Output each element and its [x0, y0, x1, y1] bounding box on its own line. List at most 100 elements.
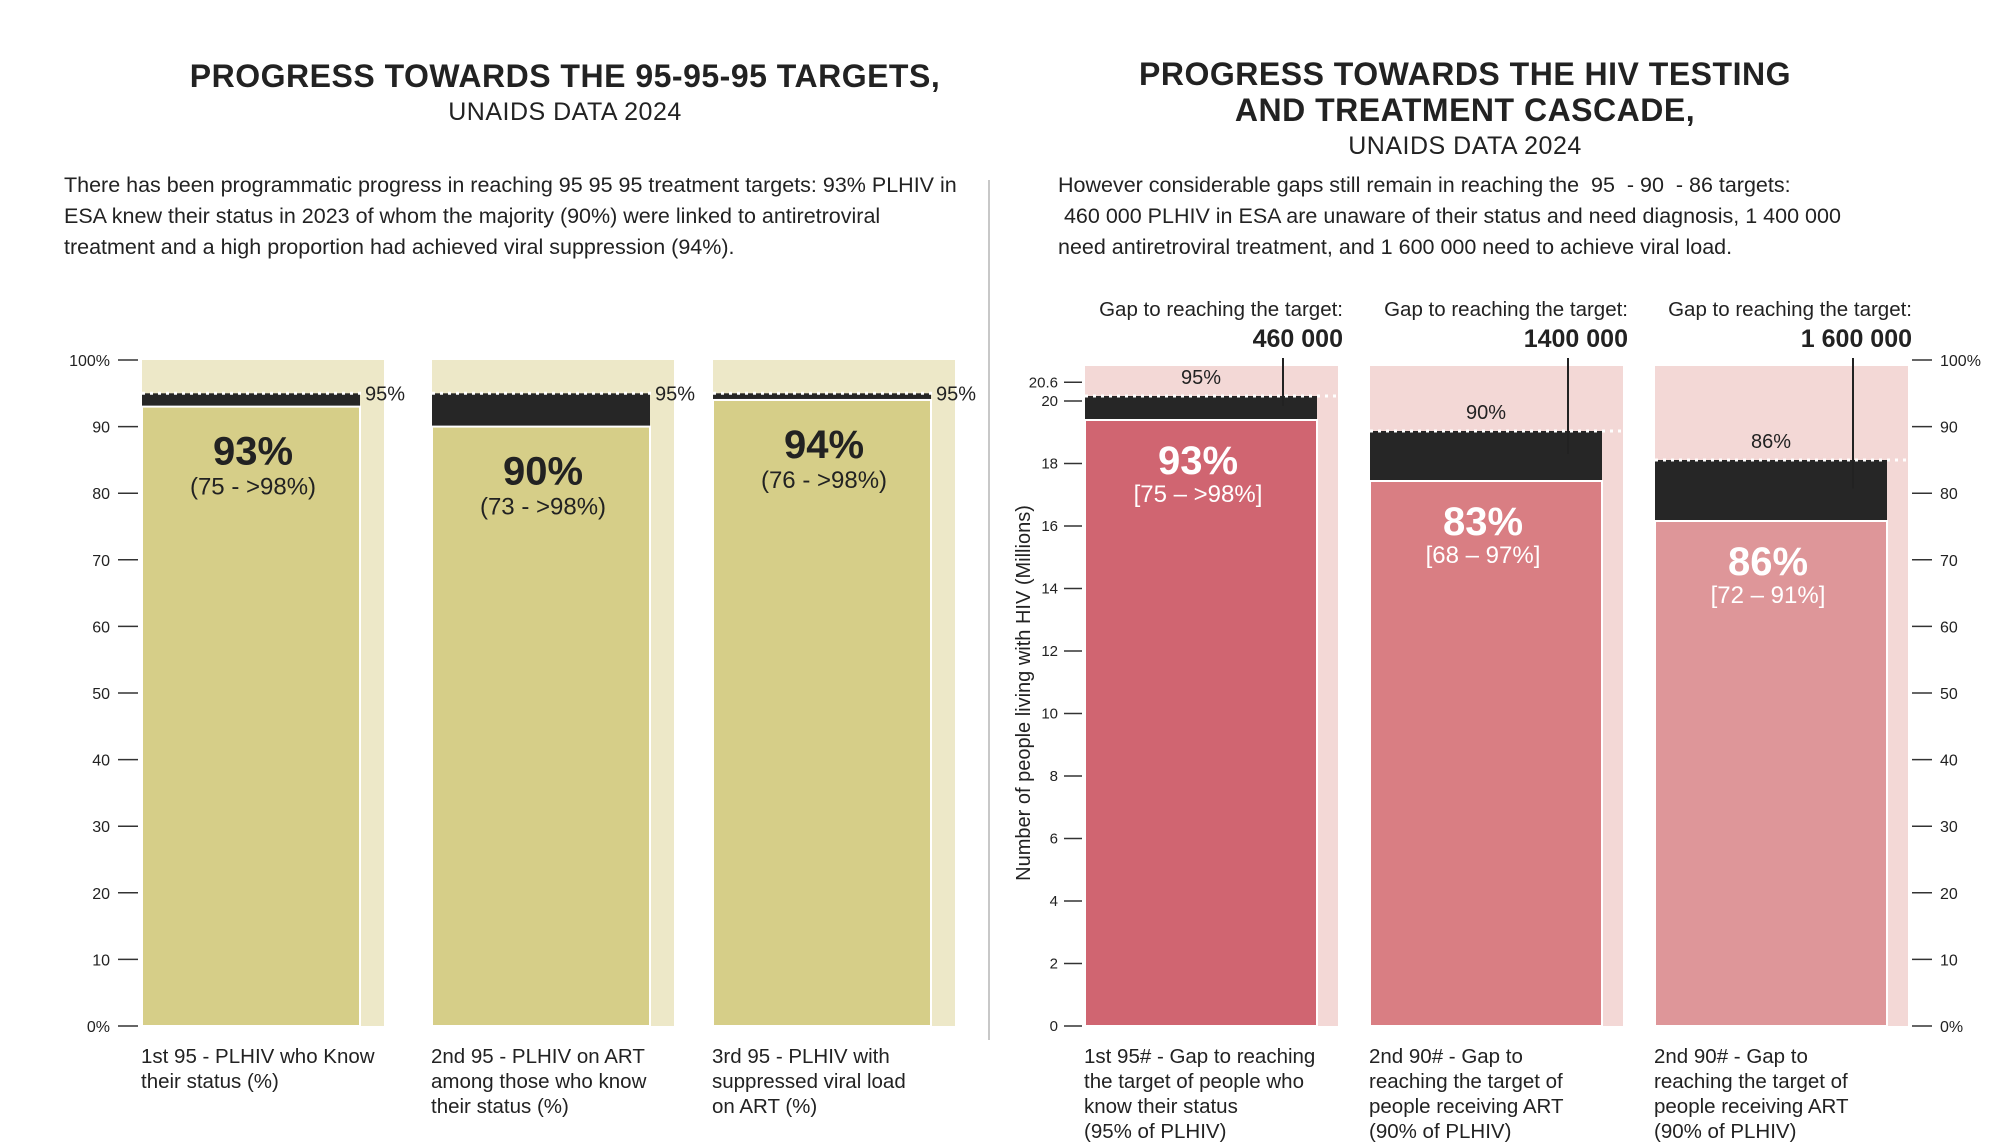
gap-heading: Gap to reaching the target: [1099, 298, 1343, 321]
left-y-tick-label: 14 [1041, 581, 1058, 598]
category-label: 2nd 95 - PLHIV on ART [431, 1045, 645, 1068]
right-y-tick-label: 90 [1940, 420, 1958, 437]
category-label: 3rd 95 - PLHIV with [712, 1045, 890, 1068]
value-label: 94% [784, 423, 864, 467]
range-label: (75 - >98%) [190, 474, 316, 501]
gap-value: 1400 000 [1524, 325, 1628, 353]
value-label: 90% [503, 450, 583, 494]
right-y-tick-label: 80 [1940, 486, 1958, 503]
range-label: [72 – 91%] [1711, 582, 1826, 609]
right-y-tick-label: 60 [1940, 619, 1958, 636]
category-label: (90% of PLHIV) [1369, 1120, 1511, 1143]
value-bar [141, 405, 361, 1027]
y-tick-label: 90 [92, 420, 110, 437]
right-chart-title-line2: AND TREATMENT CASCADE, [1234, 92, 1696, 128]
value-bar [1654, 520, 1888, 1027]
target-label: 95% [365, 383, 405, 405]
left-y-tick-label: 8 [1050, 768, 1058, 785]
category-label: the target of people who [1084, 1070, 1304, 1093]
y-tick-label: 0% [87, 1019, 110, 1036]
category-label: people receiving ART [1654, 1095, 1849, 1118]
category-label: know their status [1084, 1095, 1238, 1118]
category-label: 1st 95# - Gap to reaching [1084, 1045, 1315, 1068]
category-label: reaching the target of [1369, 1070, 1563, 1093]
gap-heading: Gap to reaching the target: [1384, 298, 1628, 321]
y-tick-label: 60 [92, 619, 110, 636]
right-description-line3: need antiretroviral treatment, and 1 600… [1058, 235, 1733, 259]
y-tick-label: 40 [92, 753, 110, 770]
target-label: 95% [936, 383, 976, 405]
right-description-line2: 460 000 PLHIV in ESA are unaware of thei… [1058, 204, 1841, 228]
range-label: (73 - >98%) [480, 494, 606, 521]
y-tick-label: 50 [92, 686, 110, 703]
category-label: their status (%) [431, 1095, 569, 1118]
gap-heading: Gap to reaching the target: [1668, 298, 1912, 321]
left-y-tick-label: 20 [1041, 393, 1058, 410]
value-bar [1084, 419, 1318, 1027]
value-bar [431, 425, 651, 1028]
gap-bar [1655, 460, 1887, 521]
y-tick-label: 10 [92, 952, 110, 969]
right-chart-subtitle: UNAIDS DATA 2024 [1348, 132, 1582, 160]
target-label: 95% [1181, 367, 1221, 389]
gap-value: 1 600 000 [1801, 325, 1912, 353]
right-y-tick-label: 100% [1940, 353, 1981, 370]
gap-bar [142, 393, 360, 407]
target-label: 95% [655, 383, 695, 405]
left-y-tick-label: 16 [1041, 518, 1058, 535]
left-y-tick-label: 18 [1041, 456, 1058, 473]
right-y-tick-label: 40 [1940, 753, 1958, 770]
gap-bar [432, 393, 650, 427]
target-label: 90% [1466, 402, 1506, 424]
left-y-tick-label: 0 [1050, 1018, 1058, 1035]
right-y-tick-label: 30 [1940, 819, 1958, 836]
gap-bar [713, 393, 931, 400]
gap-bar [1085, 396, 1317, 420]
gap-bar [1370, 431, 1602, 481]
y-tick-label: 100% [69, 353, 110, 370]
left-y-tick-label: 10 [1041, 706, 1058, 723]
right-y-tick-label: 70 [1940, 553, 1958, 570]
right-y-tick-label: 10 [1940, 952, 1958, 969]
left-chart-subtitle: UNAIDS DATA 2024 [448, 98, 682, 126]
value-label: 86% [1728, 540, 1808, 584]
y-tick-label: 30 [92, 819, 110, 836]
left-description: There has been programmatic progress in … [64, 173, 957, 259]
category-label: their status (%) [141, 1070, 279, 1093]
category-label: among those who know [431, 1070, 647, 1093]
right-y-tick-label: 0% [1940, 1019, 1963, 1036]
y-tick-label: 20 [92, 886, 110, 903]
right-description-line1: However considerable gaps still remain i… [1058, 173, 1791, 197]
range-label: [68 – 97%] [1426, 542, 1541, 569]
category-label: 1st 95 - PLHIV who Know [141, 1045, 375, 1068]
range-label: [75 – >98%] [1134, 481, 1263, 508]
category-label: 2nd 90# - Gap to [1369, 1045, 1523, 1068]
y-tick-label: 80 [92, 486, 110, 503]
left-chart-title: PROGRESS TOWARDS THE 95-95-95 TARGETS, [189, 58, 941, 94]
category-label: 2nd 90# - Gap to [1654, 1045, 1808, 1068]
left-y-tick-label: 4 [1050, 893, 1058, 910]
value-label: 83% [1443, 500, 1523, 544]
right-chart-title-line1: PROGRESS TOWARDS THE HIV TESTING [1139, 56, 1791, 92]
gap-value: 460 000 [1253, 325, 1343, 353]
category-label: reaching the target of [1654, 1070, 1848, 1093]
value-label: 93% [1158, 439, 1238, 483]
category-label: (95% of PLHIV) [1084, 1120, 1226, 1143]
left-y-tick-label: 20.6 [1029, 374, 1058, 391]
right-y-tick-label: 20 [1940, 886, 1958, 903]
y-axis-title: Number of people living with HIV (Millio… [1013, 505, 1035, 881]
range-label: (76 - >98%) [761, 467, 887, 494]
category-label: (90% of PLHIV) [1654, 1120, 1796, 1143]
value-label: 93% [213, 430, 293, 474]
left-y-tick-label: 2 [1050, 956, 1058, 973]
y-tick-label: 70 [92, 553, 110, 570]
left-y-tick-label: 6 [1050, 831, 1058, 848]
value-bar [1369, 480, 1603, 1027]
right-y-tick-label: 50 [1940, 686, 1958, 703]
category-label: on ART (%) [712, 1095, 817, 1118]
target-label: 86% [1751, 431, 1791, 453]
left-y-tick-label: 12 [1041, 643, 1058, 660]
section-divider [988, 180, 990, 1040]
category-label: people receiving ART [1369, 1095, 1564, 1118]
